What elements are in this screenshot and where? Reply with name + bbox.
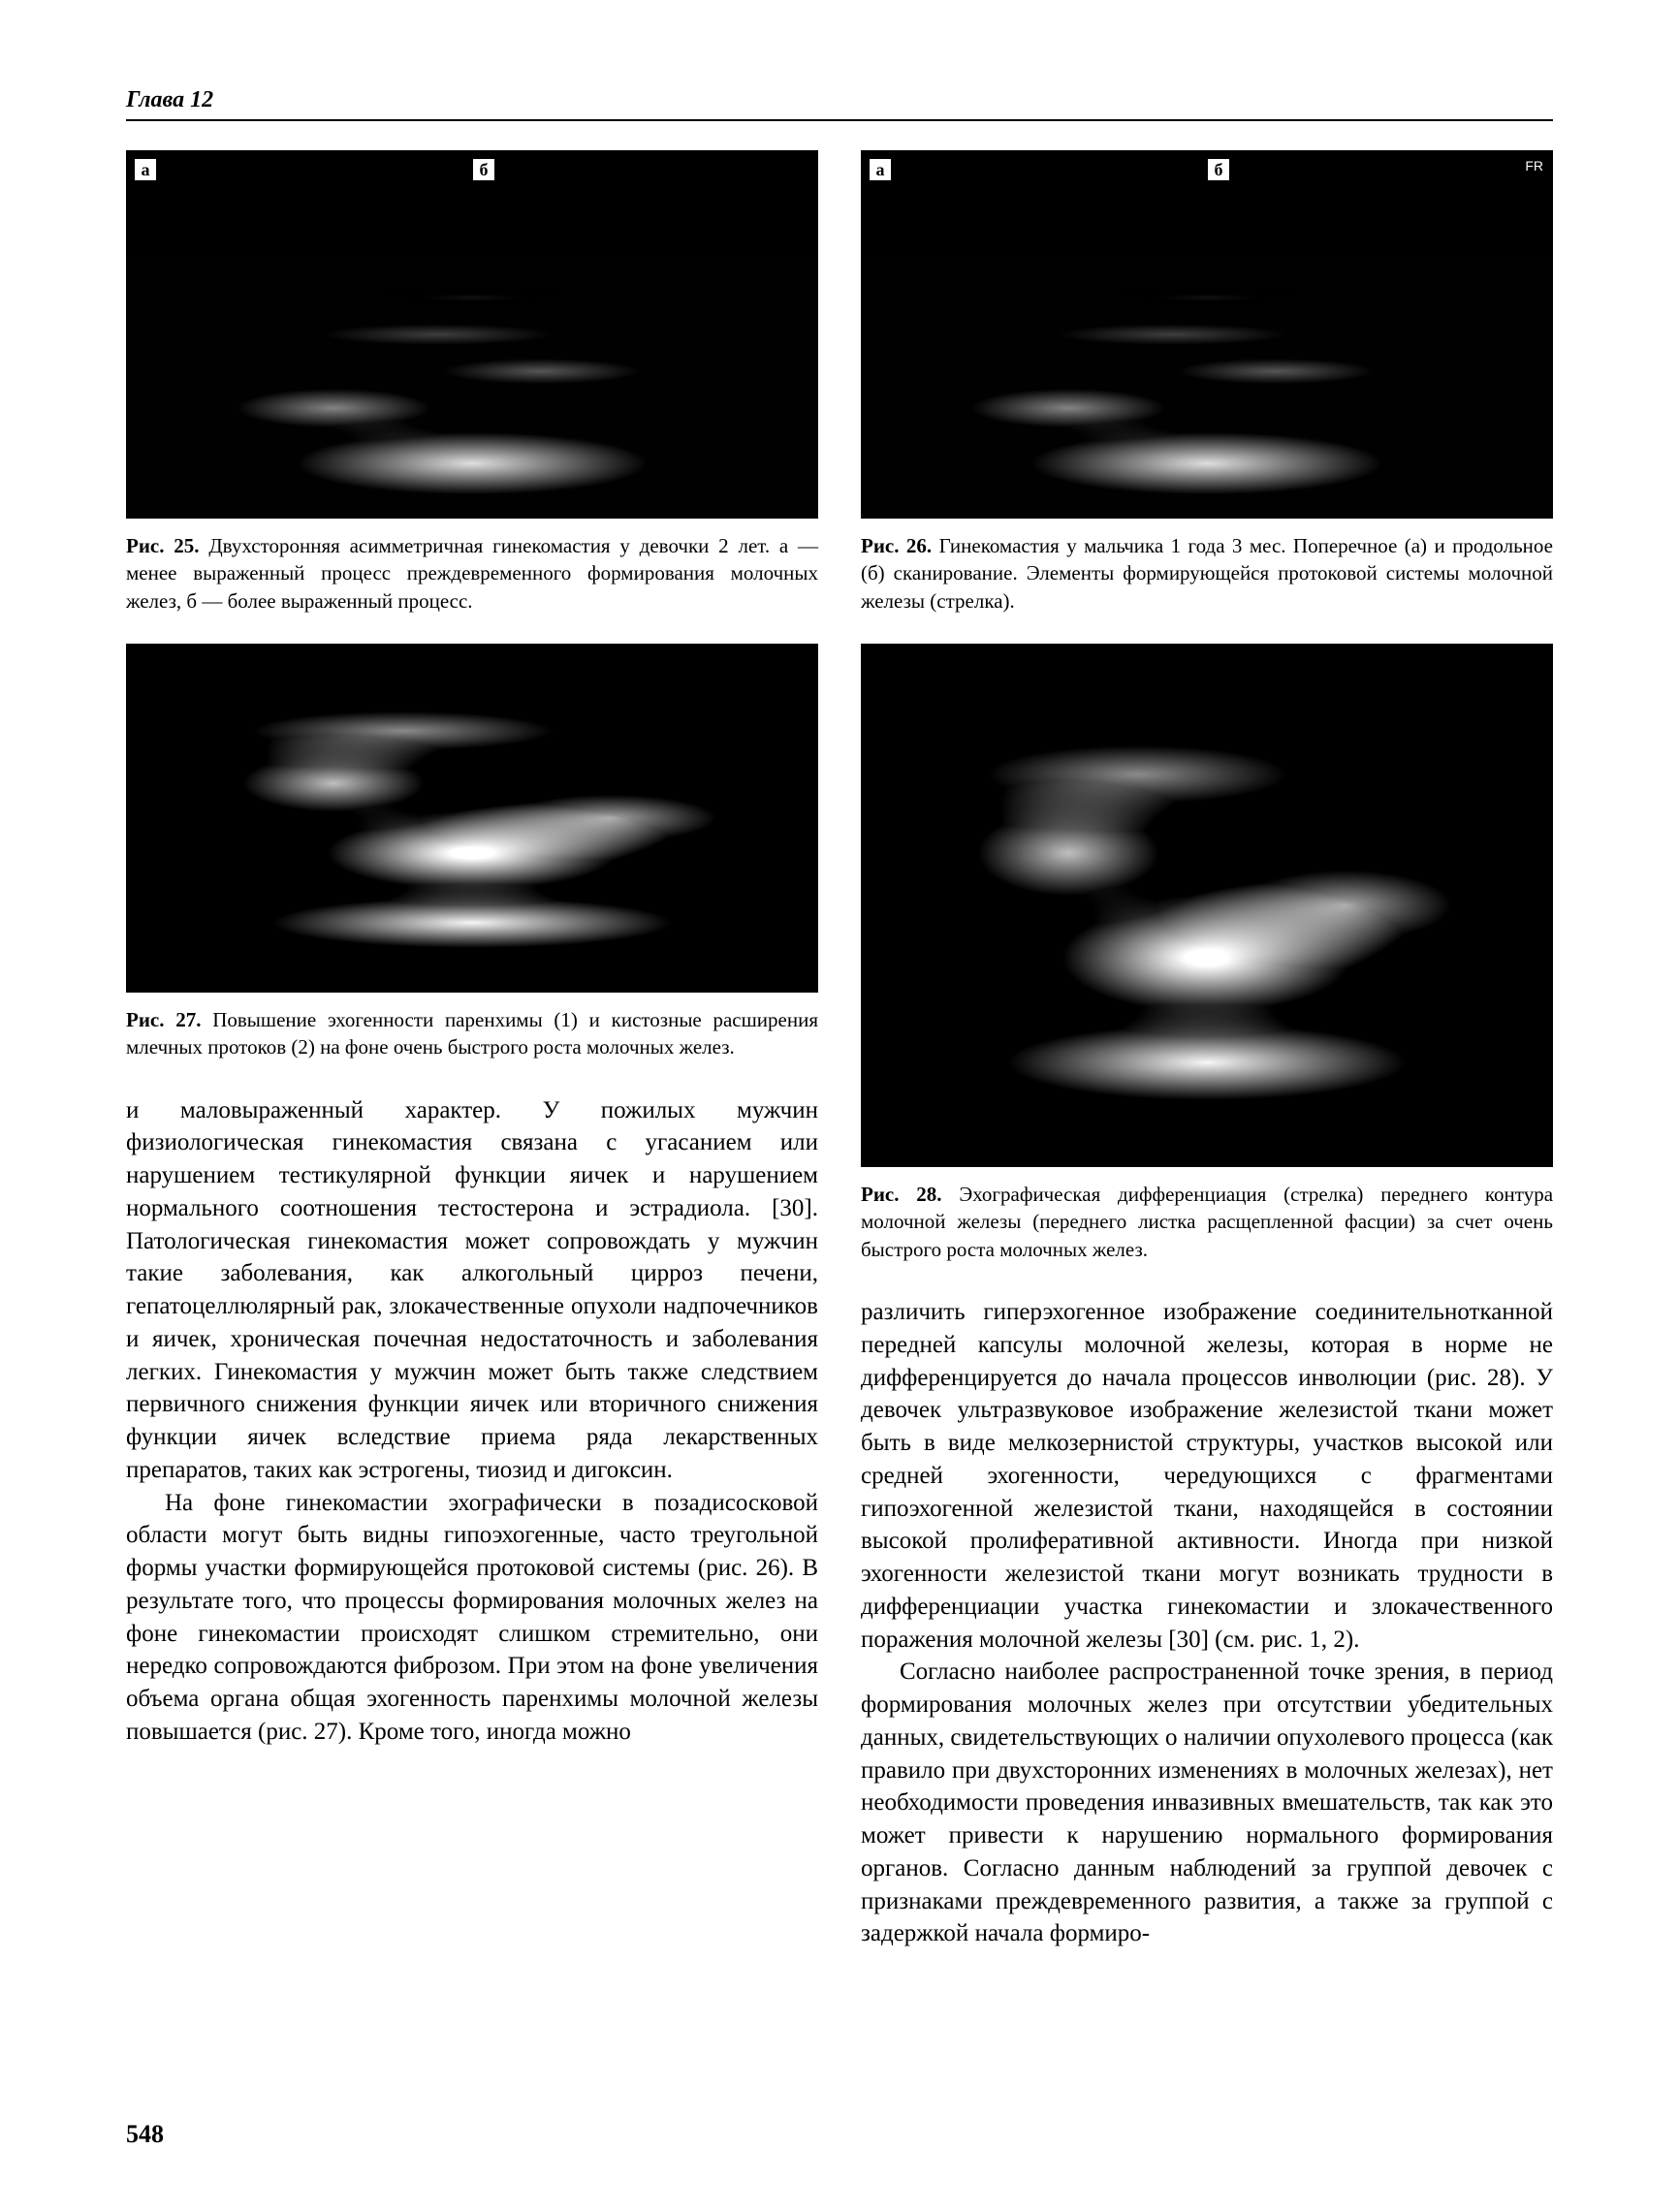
- figure-26-num: Рис. 26.: [861, 534, 932, 557]
- figure-28-text: Эхографическая дифференциация (стрелка) …: [861, 1183, 1553, 1261]
- figure-27-caption: Рис. 27. Повышение эхогенности паренхимы…: [126, 1006, 818, 1061]
- figure-row-1: а б Рис. 25. Двухсторонняя асимметричная…: [126, 150, 1553, 1950]
- paragraph: Согласно наиболее распространенной точке…: [861, 1656, 1553, 1950]
- figure-28-caption: Рис. 28. Эхографическая дифференциация (…: [861, 1181, 1553, 1263]
- figure-26-text: Гинекомастия у мальчика 1 года 3 мес. По…: [861, 534, 1553, 613]
- col-left: а б Рис. 25. Двухсторонняя асимметричная…: [126, 150, 818, 1950]
- figure-28-num: Рис. 28.: [861, 1183, 942, 1206]
- ultrasound-texture: [126, 150, 818, 519]
- body-text-right: различить гиперэхогенное изображение сое…: [861, 1296, 1553, 1950]
- panel-label-b: б: [472, 158, 495, 181]
- figure-25-caption: Рис. 25. Двухсторонняя асимметричная гин…: [126, 532, 818, 615]
- paragraph: и маловыраженный характер. У пожилых муж…: [126, 1094, 818, 1487]
- panel-label-a: а: [134, 158, 157, 181]
- figure-28-image: [861, 644, 1553, 1167]
- paragraph: На фоне гинекомастии эхографически в поз…: [126, 1487, 818, 1749]
- figure-27-num: Рис. 27.: [126, 1008, 201, 1031]
- figure-26-image: а б FR: [861, 150, 1553, 519]
- figure-25-image: а б: [126, 150, 818, 519]
- paragraph: различить гиперэхогенное изображение сое…: [861, 1296, 1553, 1656]
- ultrasound-texture: [861, 150, 1553, 519]
- col-right: а б FR Рис. 26. Гинекомастия у мальчика …: [861, 150, 1553, 1950]
- ultrasound-texture: [126, 644, 818, 993]
- ultrasound-texture: [861, 644, 1553, 1167]
- figure-25-num: Рис. 25.: [126, 534, 200, 557]
- body-text-left: и маловыраженный характер. У пожилых муж…: [126, 1094, 818, 1749]
- panel-label-a: а: [869, 158, 892, 181]
- page-number: 548: [126, 2120, 164, 2149]
- panel-label-b: б: [1207, 158, 1230, 181]
- figure-27-text: Повышение эхогенности паренхимы (1) и ки…: [126, 1008, 818, 1059]
- figure-25-text: Двухсторонняя асимметричная гинекомастия…: [126, 534, 818, 613]
- figure-27-image: [126, 644, 818, 993]
- chapter-header: Глава 12: [126, 87, 1553, 121]
- figure-26-caption: Рис. 26. Гинекомастия у мальчика 1 года …: [861, 532, 1553, 615]
- fr-label: FR: [1525, 158, 1543, 174]
